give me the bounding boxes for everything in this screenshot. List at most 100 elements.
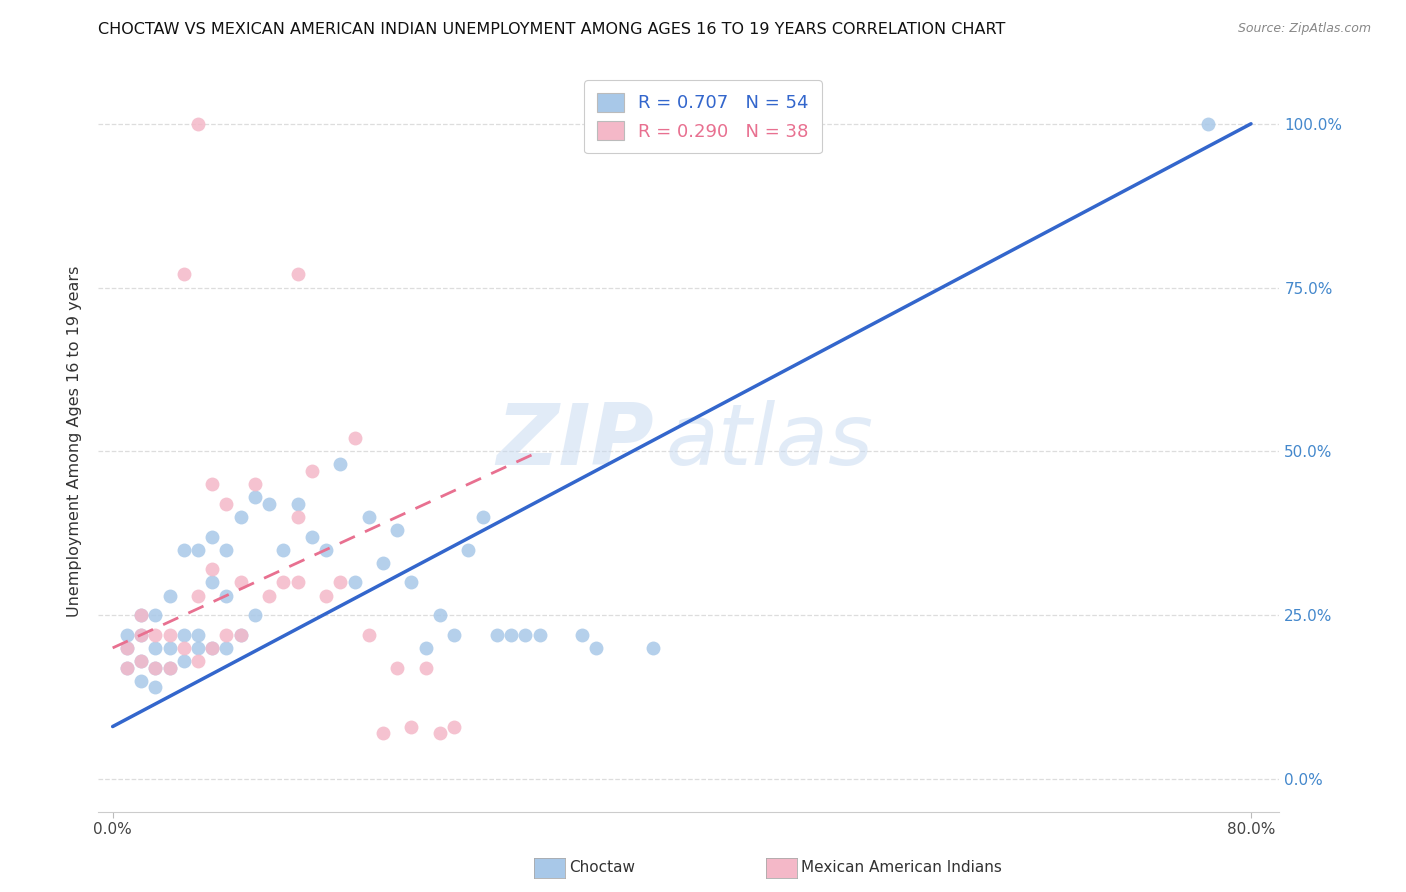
Point	[301, 464, 323, 478]
Point	[315, 589, 337, 603]
Point	[343, 575, 366, 590]
Point	[159, 660, 181, 674]
Point	[287, 268, 309, 282]
Point	[201, 530, 224, 544]
Point	[129, 628, 152, 642]
Y-axis label: Unemployment Among Ages 16 to 19 years: Unemployment Among Ages 16 to 19 years	[67, 266, 83, 617]
Point	[129, 654, 152, 668]
Point	[215, 497, 238, 511]
Point	[159, 640, 181, 655]
Point	[173, 268, 195, 282]
Point	[173, 628, 195, 642]
Point	[187, 640, 209, 655]
Point	[315, 542, 337, 557]
Point	[173, 640, 195, 655]
Point	[457, 542, 479, 557]
Text: CHOCTAW VS MEXICAN AMERICAN INDIAN UNEMPLOYMENT AMONG AGES 16 TO 19 YEARS CORREL: CHOCTAW VS MEXICAN AMERICAN INDIAN UNEMP…	[98, 22, 1005, 37]
Point	[585, 640, 607, 655]
Text: Mexican American Indians: Mexican American Indians	[801, 860, 1002, 874]
Point	[115, 660, 138, 674]
Point	[257, 589, 280, 603]
Point	[143, 640, 166, 655]
Point	[287, 575, 309, 590]
Point	[429, 726, 451, 740]
Point	[443, 628, 465, 642]
Point	[257, 497, 280, 511]
Point	[485, 628, 508, 642]
Point	[201, 640, 224, 655]
Point	[329, 458, 352, 472]
Point	[287, 497, 309, 511]
Point	[387, 660, 409, 674]
Point	[243, 477, 266, 491]
Text: Source: ZipAtlas.com: Source: ZipAtlas.com	[1237, 22, 1371, 36]
Point	[229, 509, 252, 524]
Point	[115, 628, 138, 642]
Point	[401, 720, 423, 734]
Point	[401, 575, 423, 590]
Point	[229, 628, 252, 642]
Point	[643, 640, 665, 655]
Point	[443, 720, 465, 734]
Point	[357, 628, 380, 642]
Point	[201, 575, 224, 590]
Point	[287, 509, 309, 524]
Point	[215, 542, 238, 557]
Point	[129, 608, 152, 623]
Point	[129, 628, 152, 642]
Point	[229, 628, 252, 642]
Point	[273, 575, 295, 590]
Legend: R = 0.707   N = 54, R = 0.290   N = 38: R = 0.707 N = 54, R = 0.290 N = 38	[585, 80, 821, 153]
Point	[129, 654, 152, 668]
Text: atlas: atlas	[665, 400, 873, 483]
Point	[571, 628, 593, 642]
Point	[343, 431, 366, 445]
Point	[201, 477, 224, 491]
Point	[529, 628, 551, 642]
Point	[201, 562, 224, 576]
Point	[115, 640, 138, 655]
Point	[371, 556, 394, 570]
Point	[173, 542, 195, 557]
Point	[215, 640, 238, 655]
Point	[243, 490, 266, 504]
Point	[143, 660, 166, 674]
Point	[187, 628, 209, 642]
Point	[301, 530, 323, 544]
Point	[187, 117, 209, 131]
Point	[187, 654, 209, 668]
Point	[129, 673, 152, 688]
Point	[143, 628, 166, 642]
Point	[159, 589, 181, 603]
Point	[387, 523, 409, 537]
Point	[215, 589, 238, 603]
Point	[243, 608, 266, 623]
Point	[329, 575, 352, 590]
Point	[415, 660, 437, 674]
Point	[215, 628, 238, 642]
Point	[515, 628, 537, 642]
Point	[187, 542, 209, 557]
Point	[273, 542, 295, 557]
Point	[429, 608, 451, 623]
Point	[129, 608, 152, 623]
Point	[357, 509, 380, 524]
Point	[1197, 117, 1219, 131]
Text: Choctaw: Choctaw	[569, 860, 636, 874]
Point	[499, 628, 522, 642]
Point	[229, 575, 252, 590]
Point	[143, 680, 166, 694]
Point	[159, 628, 181, 642]
Point	[471, 509, 494, 524]
Point	[371, 726, 394, 740]
Point	[415, 640, 437, 655]
Point	[159, 660, 181, 674]
Point	[173, 654, 195, 668]
Text: ZIP: ZIP	[496, 400, 654, 483]
Point	[201, 640, 224, 655]
Point	[115, 660, 138, 674]
Point	[143, 660, 166, 674]
Point	[187, 589, 209, 603]
Point	[143, 608, 166, 623]
Point	[115, 640, 138, 655]
